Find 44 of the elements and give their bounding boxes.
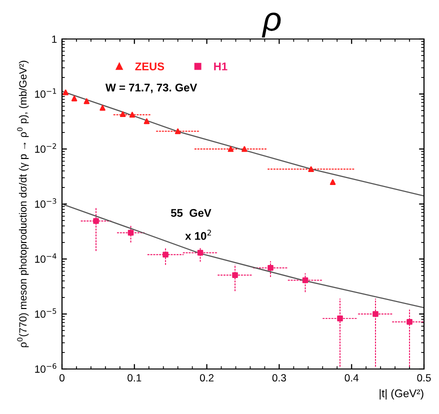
point — [129, 112, 136, 118]
point — [228, 146, 234, 152]
y-axis-title: ρ$^{0}$(770) meson photoproduction dσ/dt (γ p → ρ$^{0}$ p), (mb/GeV²) — [17, 60, 29, 348]
y-tick-label: 10$^{−2}$ — [35, 143, 56, 153]
y-tick-label: 10$^{−4}$ — [35, 253, 56, 263]
x-tick-label: 0.4 — [344, 374, 359, 382]
x-tick-label: 0.1 — [128, 374, 142, 382]
point — [242, 146, 248, 152]
point — [162, 252, 168, 258]
y-tick-label: 10$^{−1}$ — [35, 88, 56, 98]
point — [308, 166, 314, 172]
y-tick-label: 10$^{−6}$ — [35, 363, 56, 373]
point — [100, 104, 106, 111]
annotation: x 10$^{2}$ — [185, 230, 211, 240]
x-tick-label: 0 — [60, 374, 64, 382]
legend-label: ZEUS — [135, 62, 164, 70]
point — [71, 96, 78, 102]
line-series — [62, 203, 424, 308]
point — [337, 316, 343, 322]
point — [268, 264, 274, 271]
chart-title: ρ — [262, 12, 281, 38]
point — [93, 218, 99, 224]
x-axis-title: |t| (GeV²) — [380, 389, 424, 400]
annotation: 55 GeV — [170, 209, 212, 217]
x-tick-label: 0.2 — [200, 374, 214, 382]
legend-label: H1 — [214, 62, 228, 70]
point — [232, 272, 238, 278]
point — [330, 179, 336, 186]
point — [174, 128, 181, 134]
point — [120, 111, 126, 118]
point — [128, 230, 134, 236]
point — [406, 318, 412, 325]
x-tick-label: 0.3 — [272, 374, 286, 382]
y-tick-label: 1 — [52, 36, 57, 43]
point — [84, 98, 90, 104]
y-tick-label: 10$^{−3}$ — [35, 198, 56, 208]
point — [62, 89, 69, 96]
point — [144, 118, 150, 124]
point — [197, 250, 204, 256]
point — [302, 277, 308, 284]
x-tick-label: 0.5 — [417, 374, 431, 382]
y-tick-label: 10$^{−5}$ — [35, 308, 56, 318]
point — [372, 311, 378, 317]
annotation: W = 71.7, 73. GeV — [105, 84, 198, 94]
